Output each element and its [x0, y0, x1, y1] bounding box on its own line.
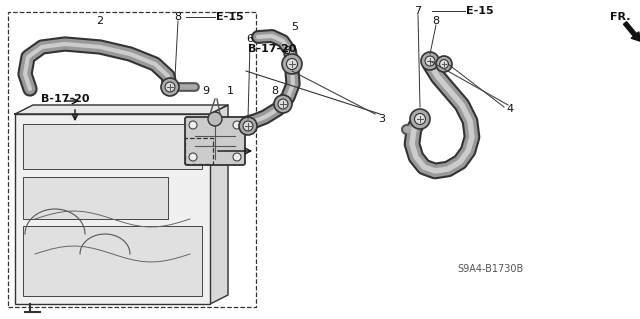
Bar — [8, 12, 256, 307]
Text: E-15: E-15 — [216, 12, 244, 22]
Circle shape — [415, 114, 426, 124]
Circle shape — [189, 153, 197, 161]
Circle shape — [161, 78, 179, 96]
Bar — [23, 226, 202, 296]
Circle shape — [282, 54, 302, 74]
Text: FR.: FR. — [610, 12, 630, 22]
Text: S9A4-B1730B: S9A4-B1730B — [457, 264, 523, 274]
Text: 8: 8 — [175, 12, 182, 22]
Circle shape — [278, 99, 288, 109]
Text: 3: 3 — [378, 114, 385, 124]
Circle shape — [189, 121, 197, 129]
Bar — [185, 138, 213, 164]
Text: 2: 2 — [97, 16, 104, 26]
Circle shape — [274, 95, 292, 113]
Polygon shape — [210, 105, 228, 304]
Text: 9: 9 — [202, 86, 209, 96]
FancyArrow shape — [623, 22, 640, 41]
Polygon shape — [15, 105, 228, 114]
Text: 6: 6 — [246, 34, 253, 44]
Text: 8: 8 — [271, 86, 278, 96]
Text: B-17-20: B-17-20 — [248, 44, 296, 54]
Text: E-15: E-15 — [466, 6, 494, 16]
Text: 5: 5 — [291, 22, 298, 32]
Circle shape — [421, 52, 439, 70]
Text: 7: 7 — [415, 6, 422, 16]
Circle shape — [440, 60, 449, 68]
Circle shape — [165, 82, 175, 92]
Circle shape — [233, 121, 241, 129]
Circle shape — [425, 56, 435, 66]
Text: 8: 8 — [284, 46, 291, 56]
Text: 1: 1 — [227, 86, 234, 96]
Text: B-17-20: B-17-20 — [41, 94, 89, 104]
FancyBboxPatch shape — [185, 117, 245, 165]
Text: 8: 8 — [433, 16, 440, 26]
Circle shape — [436, 56, 452, 72]
Circle shape — [239, 117, 257, 135]
Bar — [23, 177, 168, 219]
Bar — [23, 124, 202, 169]
Bar — [15, 114, 210, 304]
Circle shape — [233, 153, 241, 161]
Circle shape — [208, 112, 222, 126]
Circle shape — [243, 121, 253, 131]
Circle shape — [287, 58, 298, 70]
Circle shape — [410, 109, 430, 129]
Text: 4: 4 — [506, 104, 513, 114]
